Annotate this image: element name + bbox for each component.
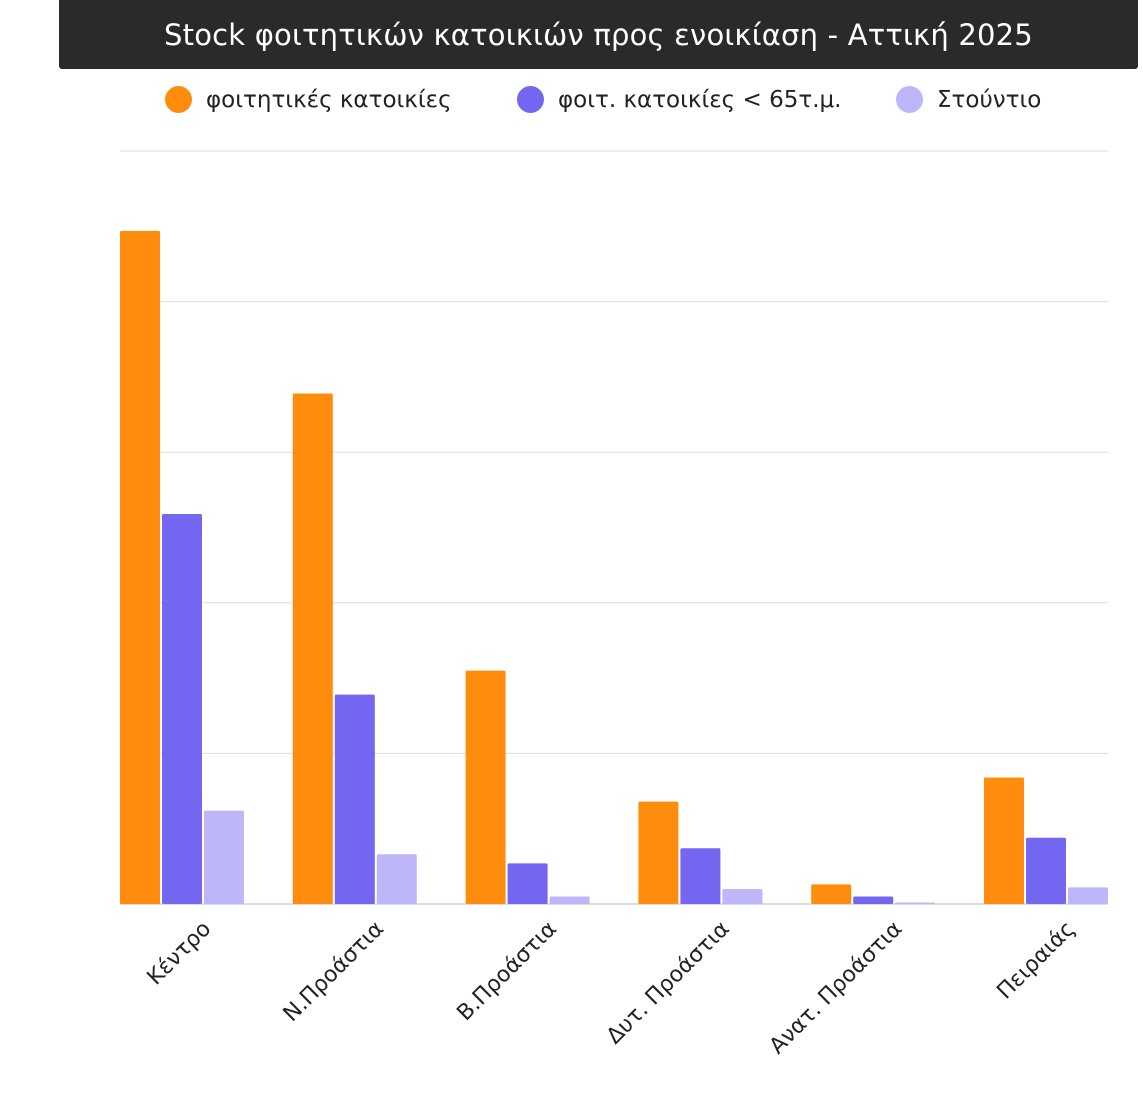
bar-0 <box>811 884 852 904</box>
legend-label: φοιτ. κατοικίες < 65τ.μ. <box>558 86 842 113</box>
bar-1 <box>334 694 375 904</box>
bar-0 <box>984 777 1024 904</box>
legend-item: Στούντιο <box>896 86 1041 113</box>
bar-0 <box>638 801 679 904</box>
bar-1 <box>507 863 548 904</box>
bar-2 <box>1068 887 1108 904</box>
x-tick-label: Ν.Προάστια <box>279 917 389 1027</box>
x-tick-label: Κέντρο <box>143 917 217 991</box>
x-tick-label: Ανατ. Προάστια <box>765 917 908 1060</box>
chart-title: Stock φοιτητικών κατοικιών προς ενοικίασ… <box>59 0 1138 69</box>
bar-2 <box>722 888 763 904</box>
bar-0 <box>120 230 160 904</box>
legend-item: φοιτ. κατοικίες < 65τ.μ. <box>517 86 841 113</box>
bar-2 <box>549 896 590 904</box>
bar-2 <box>204 810 244 904</box>
bar-1 <box>680 848 721 904</box>
legend-swatch <box>896 86 923 113</box>
legend-label: Στούντιο <box>937 86 1042 113</box>
x-tick-label: Β.Προάστια <box>452 917 561 1026</box>
bar-1 <box>162 513 202 904</box>
bar-1 <box>853 896 894 904</box>
bar-2 <box>376 854 417 904</box>
legend-swatch <box>165 86 192 113</box>
x-tick-label: Πειραιάς <box>992 917 1080 1005</box>
legend: φοιτητικές κατοικίες φοιτ. κατοικίες < 6… <box>0 86 1143 118</box>
bar-0 <box>292 393 333 904</box>
bar-0 <box>465 670 506 904</box>
bar-2 <box>895 902 936 904</box>
x-tick-label: Δυτ. Προάστια <box>602 917 735 1050</box>
legend-label: φοιτητικές κατοικίες <box>206 86 452 113</box>
bar-1 <box>1026 837 1066 904</box>
legend-swatch <box>517 86 544 113</box>
legend-item: φοιτητικές κατοικίες <box>165 86 452 113</box>
